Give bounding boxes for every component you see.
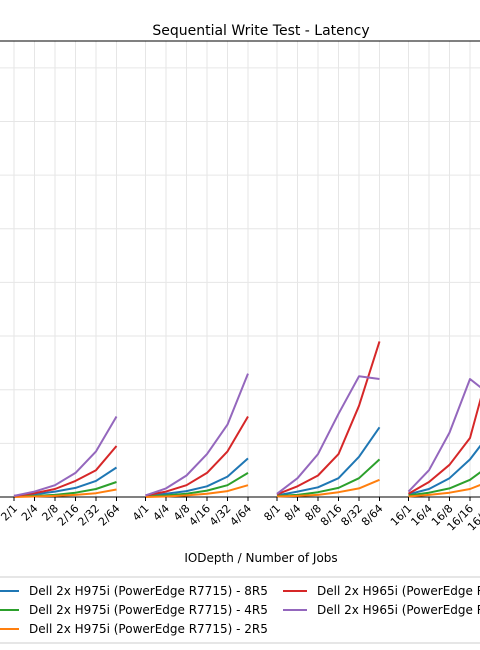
grid [0, 41, 480, 497]
series-2-group-1-line [145, 484, 249, 498]
series-4-group-1-line [145, 373, 249, 497]
series-4-group-3-line [407, 378, 480, 493]
series-4-group-2-line [276, 375, 380, 495]
legend-label-0: Dell 2x H975i (PowerEdge R7715) - 8R5 [29, 584, 268, 598]
x-axis-label: IODepth / Number of Jobs [184, 551, 337, 565]
series-1-group-3-line [408, 471, 480, 497]
series-0-group-1-line [145, 457, 249, 497]
plot-frame [0, 40, 480, 498]
series-3-group-2-line [276, 341, 381, 496]
series-0-group-2-line [276, 426, 381, 497]
legend: Dell 2x H975i (PowerEdge R7715) - 8R5 Del… [0, 584, 480, 636]
legend-label-4: Dell 2x H965i (PowerEdge R7715) - 8R5 [317, 603, 480, 617]
series-lines [13, 341, 480, 498]
series-4-group-0-line [13, 415, 118, 497]
series-2-group-2-line [276, 478, 380, 498]
series-3-group-3-line [408, 397, 480, 495]
legend-label-3: Dell 2x H965i (PowerEdge R7715) - 8R5 [317, 584, 480, 598]
chart-title: Sequential Write Test - Latency [152, 23, 369, 39]
legend-label-2: Dell 2x H975i (PowerEdge R7715) - 2R5 [29, 622, 268, 636]
series-3-group-0-line [13, 445, 118, 497]
series-2-group-0-line [13, 488, 117, 498]
legend-label-1: Dell 2x H975i (PowerEdge R7715) - 4R5 [29, 603, 268, 617]
series-3-group-1-line [145, 415, 249, 497]
legend-box [0, 576, 480, 644]
series-2-group-3-line [408, 483, 480, 498]
series-0-group-3-line [408, 444, 480, 496]
